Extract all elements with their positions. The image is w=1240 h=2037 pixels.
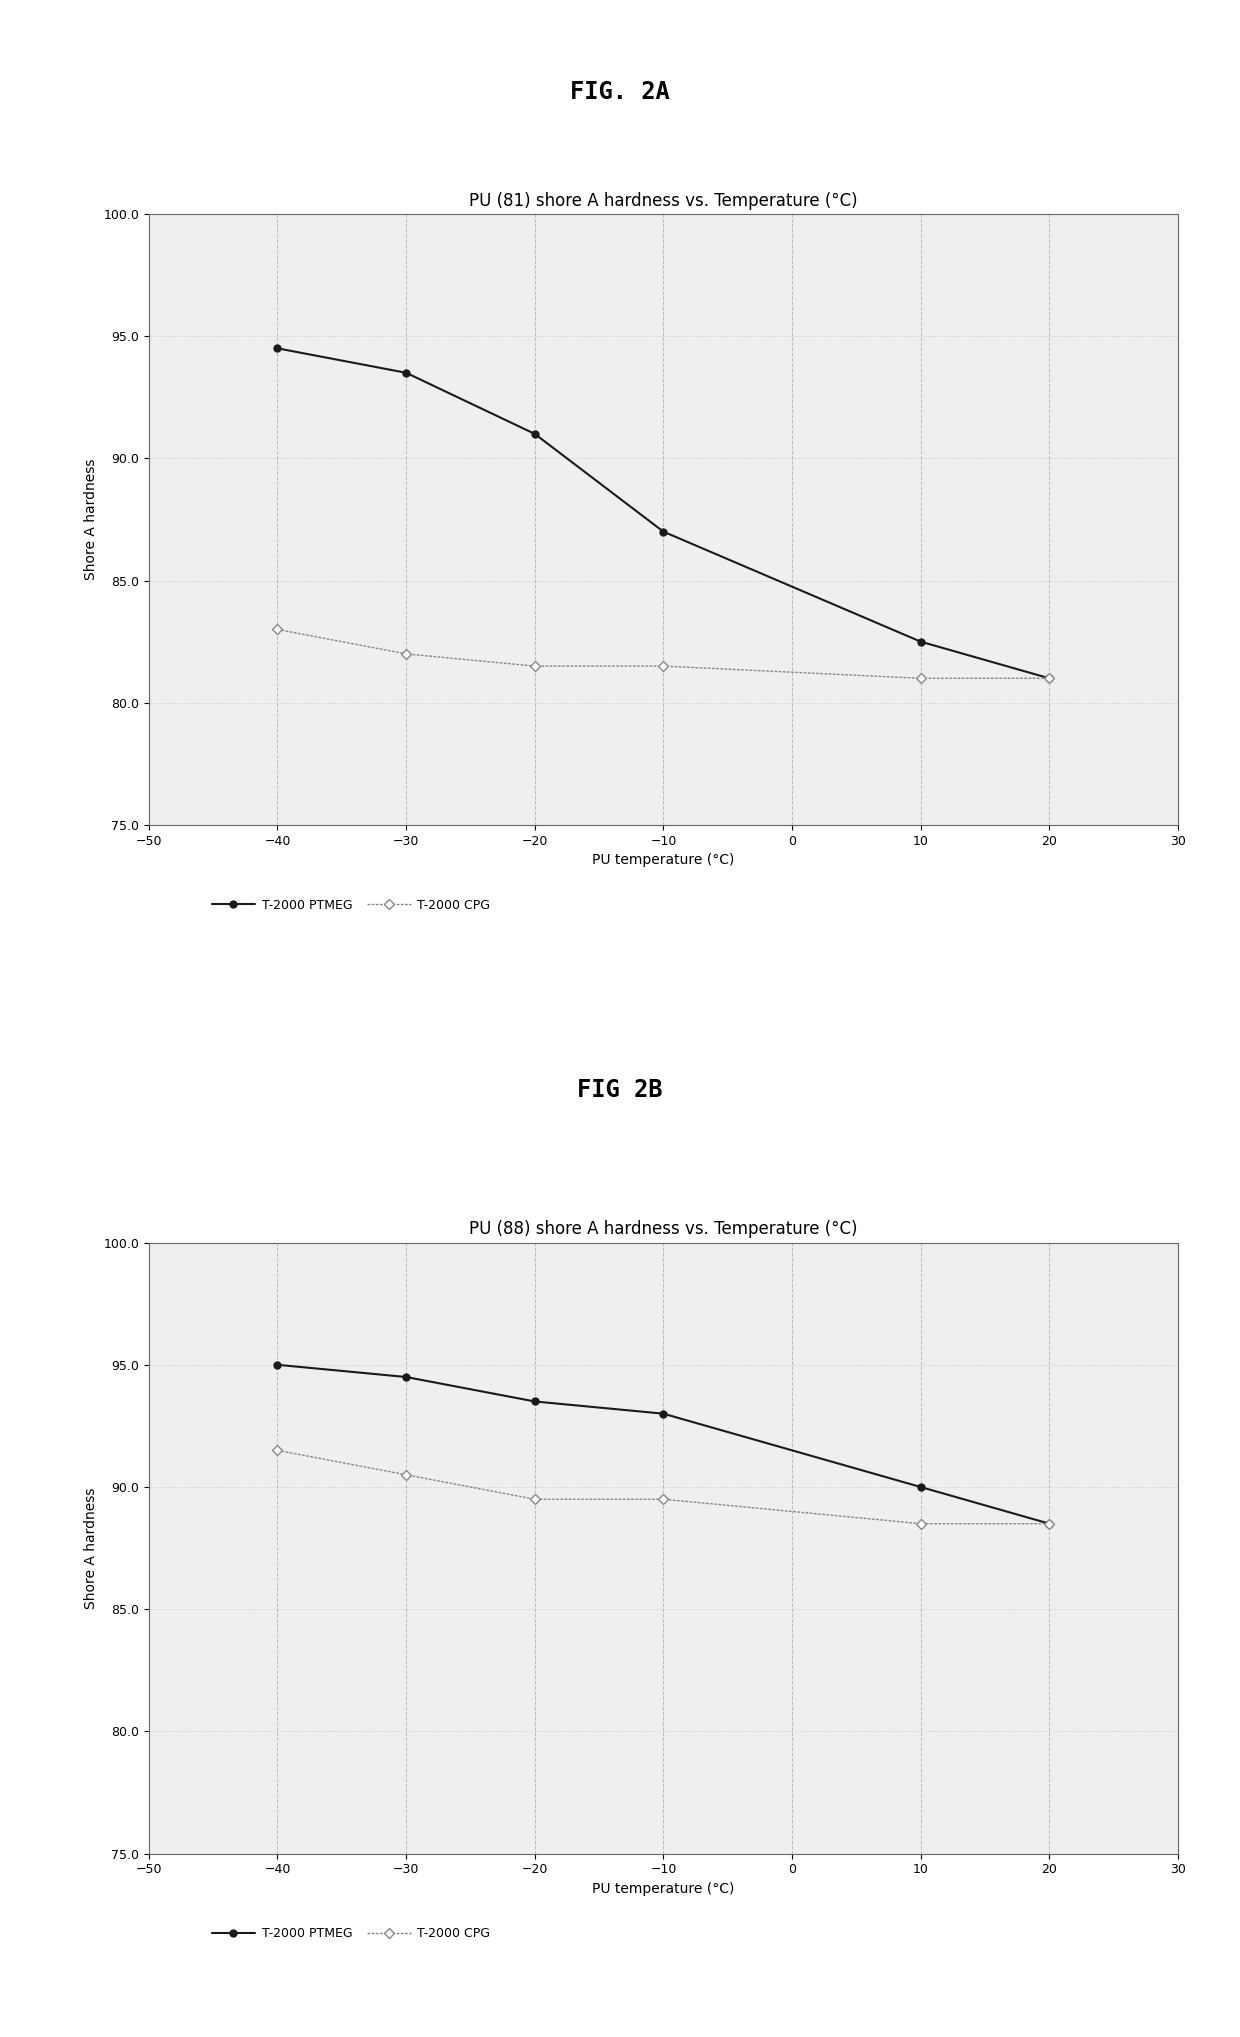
T-2000 CPG [527,654,542,678]
T-2000 PTMEG [913,629,928,654]
T-2000 PTMEG [656,519,671,544]
X-axis label: PU temperature (°C): PU temperature (°C) [593,854,734,868]
T-2000 PTMEG [1042,666,1056,691]
T-2000 CPG [656,1487,671,1511]
Y-axis label: Shore A hardness: Shore A hardness [83,458,98,581]
T-2000 CPG [913,1511,928,1536]
T-2000 CPG [398,642,413,666]
T-2000 CPG [527,1487,542,1511]
T-2000 PTMEG [913,1475,928,1499]
X-axis label: PU temperature (°C): PU temperature (°C) [593,1882,734,1896]
T-2000 CPG [270,617,285,642]
T-2000 PTMEG [1042,1511,1056,1536]
Line: T-2000 CPG: T-2000 CPG [274,625,1053,682]
T-2000 PTMEG [398,1365,413,1389]
T-2000 PTMEG [270,336,285,361]
Y-axis label: Shore A hardness: Shore A hardness [83,1487,98,1609]
T-2000 PTMEG [398,361,413,385]
T-2000 CPG [270,1438,285,1463]
Line: T-2000 PTMEG: T-2000 PTMEG [274,344,1053,682]
Text: FIG. 2A: FIG. 2A [570,79,670,104]
T-2000 PTMEG [527,422,542,446]
Title: PU (88) shore A hardness vs. Temperature (°C): PU (88) shore A hardness vs. Temperature… [469,1220,858,1238]
Legend: T-2000 PTMEG, T-2000 CPG: T-2000 PTMEG, T-2000 CPG [207,1923,495,1945]
T-2000 CPG [1042,666,1056,691]
T-2000 PTMEG [270,1353,285,1377]
T-2000 CPG [656,654,671,678]
T-2000 PTMEG [656,1401,671,1426]
T-2000 CPG [398,1463,413,1487]
Legend: T-2000 PTMEG, T-2000 CPG: T-2000 PTMEG, T-2000 CPG [207,894,495,917]
Title: PU (81) shore A hardness vs. Temperature (°C): PU (81) shore A hardness vs. Temperature… [469,191,858,210]
T-2000 CPG [913,666,928,691]
Line: T-2000 CPG: T-2000 CPG [274,1446,1053,1528]
Text: FIG 2B: FIG 2B [578,1078,662,1102]
T-2000 CPG [1042,1511,1056,1536]
T-2000 PTMEG [527,1389,542,1414]
Line: T-2000 PTMEG: T-2000 PTMEG [274,1361,1053,1528]
